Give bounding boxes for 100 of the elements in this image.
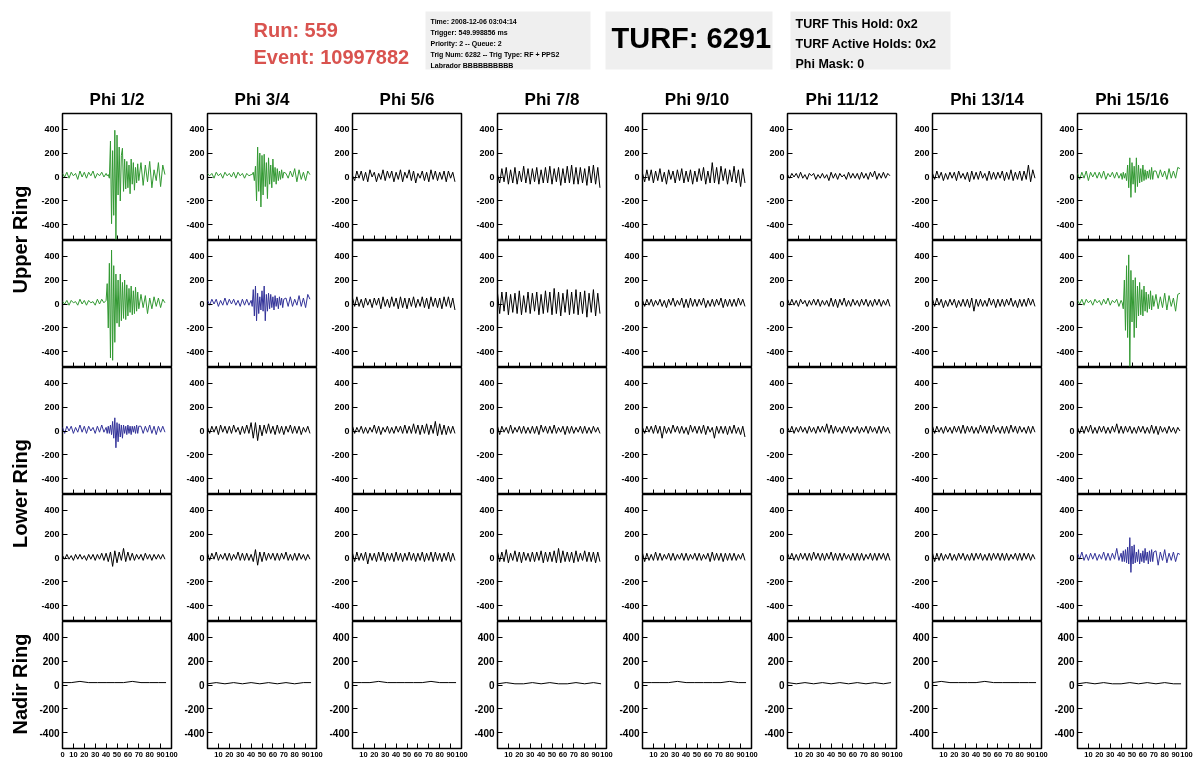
chart-title: Phi 1/2 (89, 89, 145, 109)
y-tick-label: 400 (912, 632, 930, 644)
y-tick-label: -200 (41, 322, 60, 333)
y-tick-label: 400 (624, 378, 640, 389)
y-tick-label: 200 (44, 529, 60, 540)
y-tick-label: 400 (44, 124, 60, 135)
y-tick-label: -200 (909, 703, 930, 715)
y-tick-label: -400 (764, 727, 785, 739)
y-tick-label: 400 (624, 251, 640, 262)
y-tick-label: -200 (766, 195, 785, 206)
y-tick-label: 0 (634, 299, 640, 309)
y-tick-label: 200 (189, 402, 205, 413)
y-tick-label: 0 (634, 172, 640, 182)
y-tick-label: -400 (186, 600, 205, 611)
y-tick-label: -400 (41, 473, 60, 484)
y-tick-label: -400 (476, 600, 495, 611)
y-tick-label: -400 (331, 473, 350, 484)
line-series (207, 146, 311, 208)
y-tick-label: -200 (186, 449, 205, 460)
y-tick-label: 400 (1059, 251, 1075, 262)
y-tick-label: 200 (1059, 275, 1075, 286)
text: TURF This Hold: 0x2 (795, 16, 918, 31)
y-tick-label: 400 (334, 505, 350, 516)
y-tick-label: -400 (1056, 473, 1075, 484)
y-tick-label: 400 (44, 251, 60, 262)
y-tick-label: -200 (39, 703, 60, 715)
y-tick-label: 400 (769, 505, 785, 516)
y-tick-label: 0 (779, 172, 785, 182)
y-tick-label: -400 (909, 727, 930, 739)
y-tick-label: 400 (479, 124, 495, 135)
y-tick-label: -400 (476, 346, 495, 357)
y-tick-label: 0 (634, 426, 640, 436)
y-tick-label: -200 (766, 576, 785, 587)
y-tick-label: 200 (189, 148, 205, 159)
y-tick-label: -200 (331, 449, 350, 460)
y-tick-label: 400 (624, 505, 640, 516)
y-tick-label: -400 (621, 600, 640, 611)
y-tick-label: 400 (334, 124, 350, 135)
y-tick-label: 0 (489, 172, 495, 182)
y-tick-label: 200 (1059, 529, 1075, 540)
text: TURF Active Holds: 0x2 (795, 36, 937, 51)
y-tick-label: -400 (329, 727, 350, 739)
y-tick-label: 400 (44, 378, 60, 389)
y-tick-label: -200 (1056, 322, 1075, 333)
y-tick-label: 400 (187, 632, 205, 644)
y-tick-label: -200 (476, 195, 495, 206)
y-tick-label: -200 (911, 195, 930, 206)
y-tick-label: 400 (42, 632, 60, 644)
y-tick-label: 200 (1057, 656, 1075, 668)
y-tick-label: -400 (476, 473, 495, 484)
y-tick-label: 400 (769, 124, 785, 135)
y-tick-label: 200 (44, 275, 60, 286)
chart-title: Phi 15/16 (1095, 89, 1169, 109)
y-tick-label: 0 (779, 553, 785, 563)
y-tick-label: 400 (479, 378, 495, 389)
y-tick-label: 0 (1069, 172, 1075, 182)
y-tick-label: -200 (1056, 576, 1075, 587)
y-tick-label: 0 (488, 680, 495, 691)
text: Event: 10997882 (253, 45, 410, 68)
y-tick-label: -400 (766, 600, 785, 611)
text: Run: 559 (253, 18, 338, 41)
y-tick-label: 0 (924, 299, 930, 309)
y-tick-label: 400 (189, 505, 205, 516)
y-tick-label: 0 (779, 426, 785, 436)
y-tick-label: 200 (769, 529, 785, 540)
y-tick-label: 400 (622, 632, 640, 644)
y-tick-label: 0 (923, 680, 930, 691)
y-tick-label: 0 (489, 553, 495, 563)
y-tick-label: 400 (914, 124, 930, 135)
y-axis-title: Upper Ring (8, 185, 31, 294)
y-tick-label: -400 (186, 473, 205, 484)
y-tick-label: 0 (634, 553, 640, 563)
line-series (62, 249, 166, 361)
y-tick-label: -400 (1056, 600, 1075, 611)
y-tick-label: 200 (334, 148, 350, 159)
line-series (1077, 157, 1181, 198)
y-tick-label: -400 (474, 727, 495, 739)
y-tick-label: -400 (911, 219, 930, 230)
y-tick-label: -200 (766, 449, 785, 460)
y-tick-label: 400 (334, 378, 350, 389)
y-tick-label: -400 (186, 219, 205, 230)
y-tick-label: 0 (54, 426, 60, 436)
y-tick-label: 200 (334, 402, 350, 413)
y-tick-label: 400 (914, 378, 930, 389)
y-tick-label: 0 (344, 299, 350, 309)
y-tick-label: -200 (764, 703, 785, 715)
y-tick-label: -400 (331, 600, 350, 611)
y-tick-label: 400 (189, 124, 205, 135)
y-tick-label: 200 (187, 656, 205, 668)
y-tick-label: 400 (189, 251, 205, 262)
y-tick-label: -400 (41, 600, 60, 611)
chart-title: Phi 11/12 (805, 89, 879, 109)
y-tick-label: 400 (332, 632, 350, 644)
y-tick-label: 0 (343, 680, 350, 691)
y-tick-label: 0 (779, 299, 785, 309)
y-tick-label: 200 (914, 529, 930, 540)
y-tick-label: 200 (332, 656, 350, 668)
y-tick-label: 200 (477, 656, 495, 668)
y-tick-label: 0 (53, 680, 60, 691)
y-axis-title: Lower Ring (8, 439, 31, 548)
